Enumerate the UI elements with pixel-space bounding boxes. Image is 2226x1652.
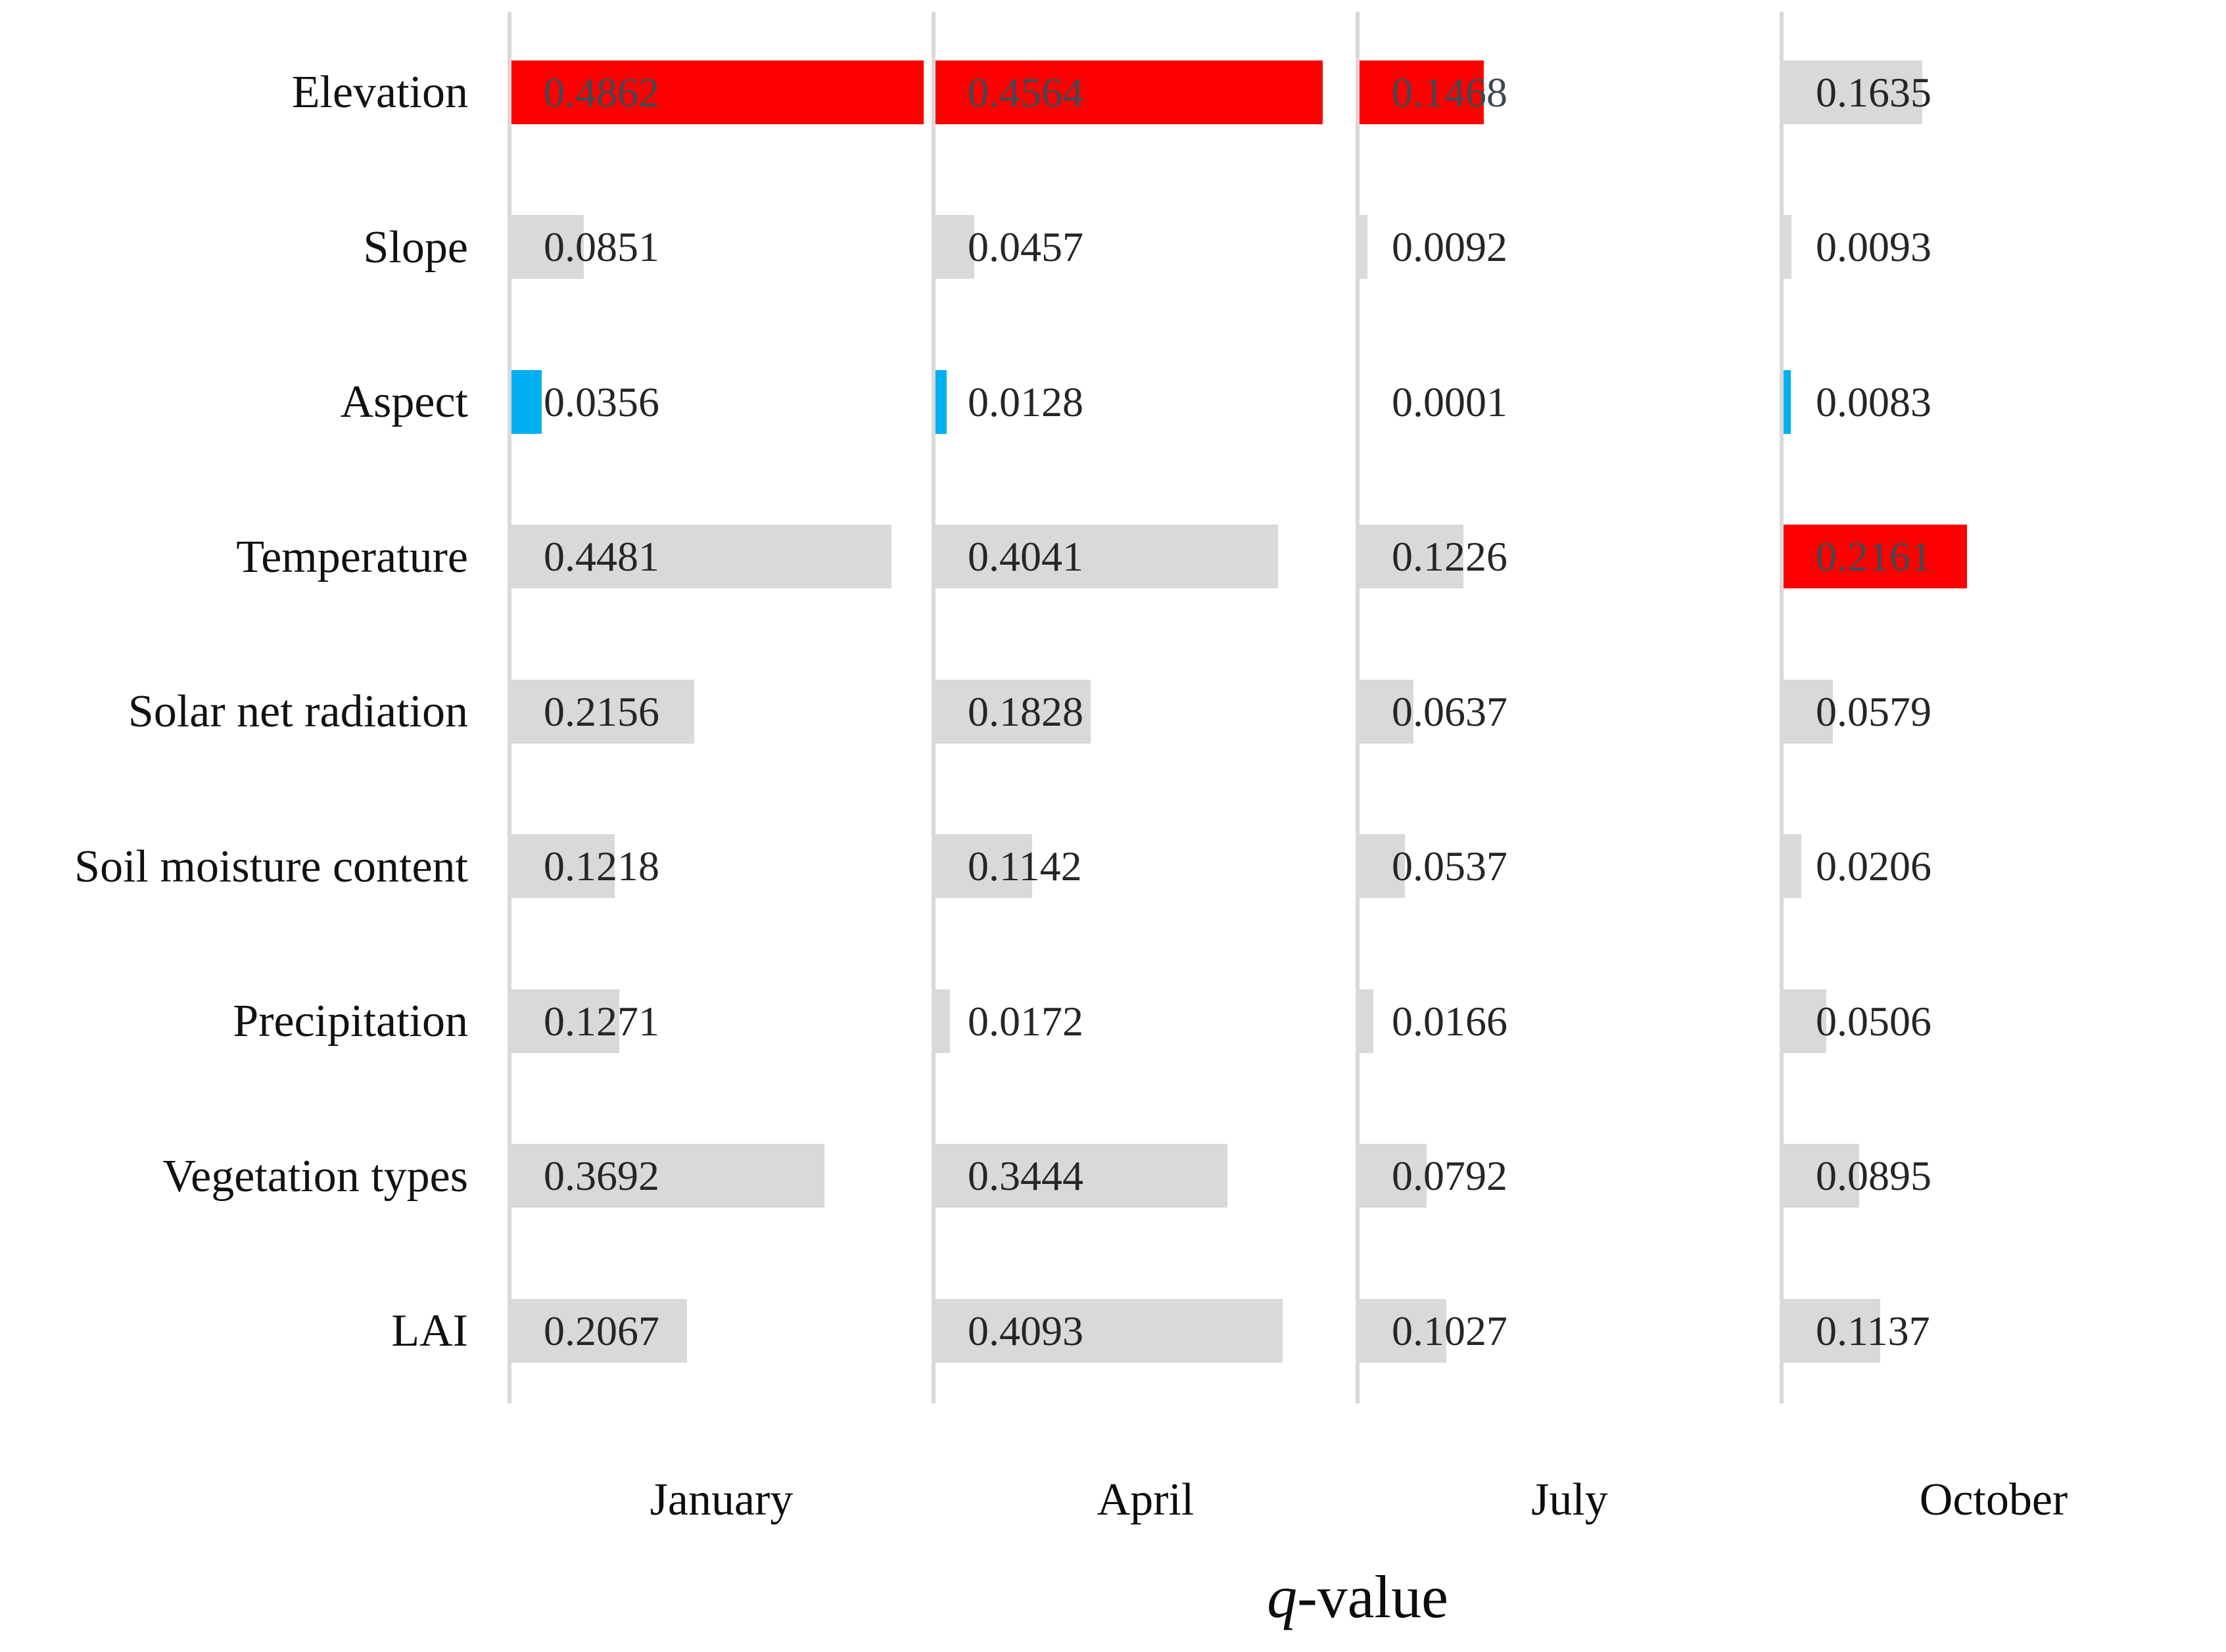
bar-april-vegetation-types bbox=[935, 1144, 1228, 1208]
x-axis-title-rest: -value bbox=[1297, 1563, 1448, 1630]
bar-value-label: 0.0356 bbox=[544, 378, 659, 425]
bar-value-label: 0.0083 bbox=[1816, 378, 1931, 425]
bar-value-label: 0.0579 bbox=[1816, 688, 1931, 735]
bar-value-label: 0.0172 bbox=[968, 997, 1083, 1045]
bar-april-precipitation bbox=[935, 989, 951, 1053]
bar-value-label: 0.2161 bbox=[1816, 533, 1931, 580]
bar-value-label: 0.4093 bbox=[968, 1307, 1083, 1354]
bar-value-label: 0.1226 bbox=[1392, 533, 1507, 580]
bar-value-label: 0.1828 bbox=[968, 688, 1083, 735]
bar-july-lai bbox=[1360, 1298, 1447, 1363]
bar-april-lai bbox=[935, 1298, 1283, 1363]
bar-value-label: 0.1137 bbox=[1816, 1307, 1930, 1354]
bar-april-slope bbox=[935, 215, 974, 279]
x-axis-title: q-value bbox=[1160, 1562, 1555, 1632]
bar-october-vegetation-types bbox=[1784, 1144, 1860, 1208]
bar-july-precipitation bbox=[1360, 989, 1374, 1053]
bar-april-soil-moisture-content bbox=[935, 834, 1033, 898]
bar-value-label: 0.0092 bbox=[1392, 224, 1507, 270]
category-label-lai: LAI bbox=[391, 1306, 468, 1356]
category-label-solar-net-radiation: Solar net radiation bbox=[128, 686, 468, 737]
category-label-aspect: Aspect bbox=[340, 377, 468, 427]
bar-value-label: 0.1468 bbox=[1392, 68, 1507, 116]
bar-january-lai bbox=[511, 1298, 687, 1363]
bar-value-label: 0.1271 bbox=[544, 997, 659, 1045]
bar-october-soil-moisture-content bbox=[1784, 834, 1801, 898]
bar-july-soil-moisture-content bbox=[1360, 834, 1406, 898]
bar-october-temperature bbox=[1784, 525, 1967, 588]
bar-value-label: 0.0537 bbox=[1392, 843, 1507, 889]
bar-july-vegetation-types bbox=[1360, 1144, 1427, 1208]
bar-value-label: 0.3692 bbox=[544, 1152, 659, 1199]
panel-axis-january bbox=[508, 12, 511, 1404]
category-label-temperature: Temperature bbox=[236, 531, 468, 582]
bar-april-elevation bbox=[935, 60, 1323, 124]
month-label-april: April bbox=[1097, 1475, 1195, 1525]
panel-axis-april bbox=[932, 12, 935, 1404]
bar-july-temperature bbox=[1360, 525, 1464, 588]
bar-value-label: 0.0851 bbox=[544, 224, 659, 270]
bar-value-label: 0.0001 bbox=[1392, 378, 1507, 425]
bar-october-elevation bbox=[1784, 60, 1922, 124]
bar-january-vegetation-types bbox=[511, 1144, 825, 1208]
bar-january-precipitation bbox=[511, 989, 619, 1053]
bar-value-label: 0.4564 bbox=[968, 68, 1083, 116]
bar-value-label: 0.1218 bbox=[544, 843, 659, 889]
bar-value-label: 0.4481 bbox=[544, 533, 659, 580]
category-label-vegetation-types: Vegetation types bbox=[162, 1150, 468, 1202]
month-label-october: October bbox=[1919, 1475, 2068, 1525]
bar-value-label: 0.0895 bbox=[1816, 1152, 1931, 1199]
bar-july-solar-net-radiation bbox=[1360, 679, 1414, 743]
bar-april-aspect bbox=[935, 369, 947, 434]
bar-january-temperature bbox=[511, 525, 892, 588]
bar-value-label: 0.0206 bbox=[1816, 843, 1931, 889]
bar-value-label: 0.2067 bbox=[544, 1307, 659, 1354]
bar-value-label: 0.2156 bbox=[544, 688, 659, 735]
bar-april-solar-net-radiation bbox=[935, 679, 1091, 743]
bar-october-aspect bbox=[1784, 369, 1791, 434]
bar-october-lai bbox=[1784, 1298, 1880, 1363]
bar-value-label: 0.0792 bbox=[1392, 1152, 1507, 1199]
bar-value-label: 0.0637 bbox=[1392, 688, 1507, 735]
month-label-january: January bbox=[650, 1475, 793, 1525]
bar-value-label: 0.0506 bbox=[1816, 997, 1931, 1045]
bar-january-slope bbox=[511, 215, 584, 279]
bar-january-soil-moisture-content bbox=[511, 834, 615, 898]
bar-value-label: 0.1635 bbox=[1816, 68, 1931, 116]
category-label-slope: Slope bbox=[363, 222, 468, 273]
bar-october-slope bbox=[1784, 215, 1791, 279]
bar-value-label: 0.0457 bbox=[968, 224, 1083, 270]
bar-july-slope bbox=[1360, 215, 1367, 279]
bar-value-label: 0.1142 bbox=[968, 843, 1082, 889]
bar-value-label: 0.4862 bbox=[544, 68, 659, 116]
bar-value-label: 0.4041 bbox=[968, 533, 1083, 580]
category-label-elevation: Elevation bbox=[291, 67, 468, 118]
bar-value-label: 0.0093 bbox=[1816, 224, 1931, 270]
bar-january-aspect bbox=[511, 369, 542, 434]
month-label-july: July bbox=[1531, 1475, 1608, 1525]
x-axis-title-italic-q: q bbox=[1267, 1563, 1298, 1630]
bar-january-elevation bbox=[511, 60, 924, 124]
bar-value-label: 0.0166 bbox=[1392, 997, 1507, 1045]
bar-value-label: 0.1027 bbox=[1392, 1307, 1507, 1354]
category-label-precipitation: Precipitation bbox=[233, 996, 468, 1047]
panel-axis-july bbox=[1356, 12, 1360, 1404]
category-label-soil-moisture-content: Soil moisture content bbox=[74, 841, 468, 892]
panel-axis-october bbox=[1780, 12, 1784, 1404]
bar-value-label: 0.3444 bbox=[968, 1152, 1083, 1199]
bar-value-label: 0.0128 bbox=[968, 378, 1083, 425]
bar-january-solar-net-radiation bbox=[511, 679, 695, 743]
bar-october-precipitation bbox=[1784, 989, 1827, 1053]
bar-october-solar-net-radiation bbox=[1784, 679, 1833, 743]
bar-april-temperature bbox=[935, 525, 1279, 588]
bar-july-elevation bbox=[1360, 60, 1484, 124]
